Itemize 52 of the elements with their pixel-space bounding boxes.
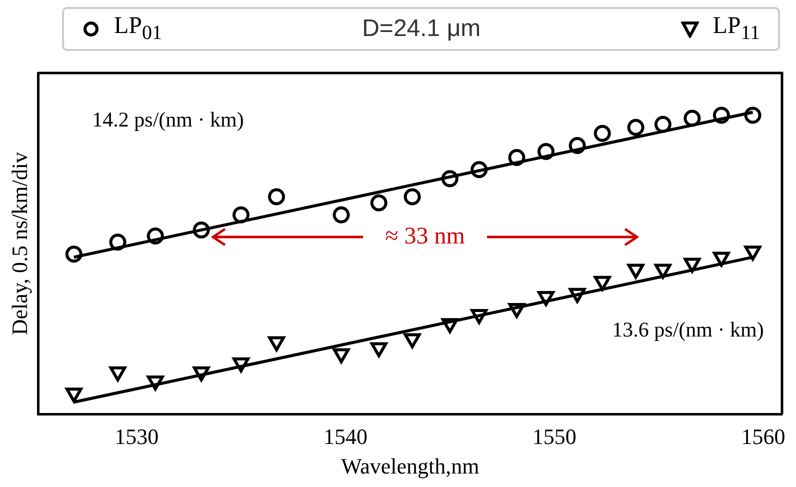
point — [109, 234, 126, 251]
point — [713, 252, 730, 267]
point — [370, 194, 388, 212]
legend-label: LP$_{01}$ — [114, 13, 162, 45]
point — [441, 170, 458, 188]
point — [654, 116, 672, 133]
annotation: 13.6 ps/(nm · km) — [612, 318, 764, 342]
point — [146, 375, 164, 390]
point — [441, 318, 458, 334]
point — [232, 206, 250, 224]
point — [712, 106, 730, 124]
point — [594, 124, 611, 142]
point — [192, 366, 210, 382]
point — [192, 222, 210, 239]
point — [654, 264, 672, 279]
point — [268, 188, 286, 206]
point — [470, 161, 488, 178]
annotation: 14.2 ps/(nm · km) — [92, 108, 244, 132]
point — [568, 288, 586, 303]
point — [109, 366, 126, 382]
point — [268, 336, 285, 352]
point — [65, 246, 82, 263]
point — [404, 333, 421, 348]
point — [332, 206, 350, 224]
annotation: ≈ 33 nm — [385, 224, 465, 250]
x-tick-label: 1550 — [532, 424, 576, 450]
point — [537, 143, 554, 160]
point — [568, 136, 586, 154]
point — [627, 118, 644, 136]
point — [594, 276, 611, 291]
point — [627, 264, 644, 279]
x-tick-label: 1540 — [323, 424, 368, 450]
point — [470, 309, 488, 324]
point — [744, 106, 762, 124]
point — [744, 246, 762, 261]
point — [332, 348, 350, 364]
point — [370, 342, 388, 358]
x-axis-title: Wavelength,nm — [341, 454, 480, 479]
point — [684, 258, 701, 273]
point — [404, 188, 421, 206]
legend-title: D=24.1 μm — [362, 15, 481, 43]
point — [508, 303, 526, 318]
y-axis-title: Delay, 0.5 ns/km/div — [6, 152, 32, 336]
point — [508, 149, 526, 166]
x-tick-label: 1560 — [741, 424, 786, 450]
point — [65, 388, 82, 403]
x-tick-label: 1530 — [114, 424, 159, 450]
legend-label: LP$_{11}$ — [712, 13, 760, 45]
point — [146, 228, 164, 245]
point — [232, 357, 250, 372]
point — [684, 110, 701, 127]
point — [538, 290, 554, 306]
